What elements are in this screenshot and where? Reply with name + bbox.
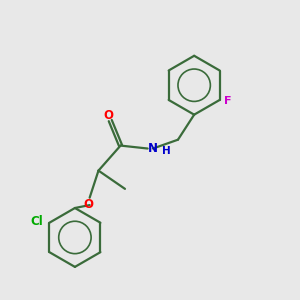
- Text: O: O: [104, 109, 114, 122]
- Text: F: F: [224, 96, 232, 106]
- Text: O: O: [83, 198, 93, 211]
- Text: H: H: [162, 146, 170, 156]
- Text: N: N: [148, 142, 158, 155]
- Text: Cl: Cl: [31, 215, 44, 228]
